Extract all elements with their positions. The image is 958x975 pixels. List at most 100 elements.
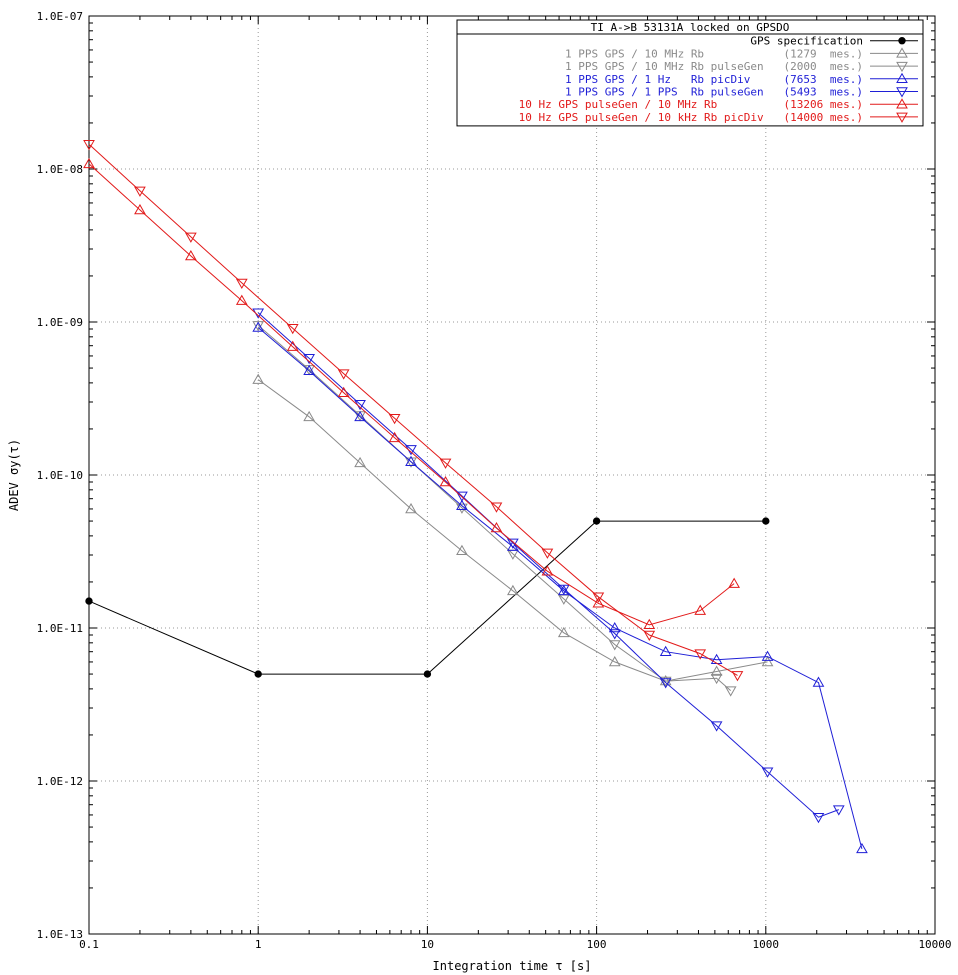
data-point xyxy=(507,540,519,551)
x-tick-label: 10 xyxy=(421,938,434,951)
data-point xyxy=(659,678,672,689)
y-axis-title: ADEV σy(τ) xyxy=(7,439,21,511)
data-point xyxy=(456,503,468,514)
data-point xyxy=(812,812,825,824)
series-line xyxy=(257,312,839,818)
x-tick-label: 1 xyxy=(255,938,262,951)
series-6 xyxy=(83,157,741,630)
data-point xyxy=(134,186,146,197)
legend-label: GPS specification xyxy=(750,35,863,48)
data-point xyxy=(592,597,605,608)
data-point xyxy=(608,621,621,633)
data-point xyxy=(439,475,452,487)
data-point xyxy=(761,650,774,661)
data-point xyxy=(608,655,621,667)
data-point xyxy=(337,386,350,397)
data-point xyxy=(557,584,570,595)
series-5 xyxy=(252,308,845,824)
legend-marker xyxy=(896,72,908,84)
x-axis-title: Integration time τ [s] xyxy=(433,959,592,973)
data-point xyxy=(252,321,265,332)
data-point xyxy=(286,340,299,351)
y-tick-label: 1.0E-13 xyxy=(37,928,83,941)
y-tick-label: 1.0E-12 xyxy=(37,775,83,788)
legend-label: 1 PPS GPS / 10 MHz Rb pulseGen (2000 mes… xyxy=(565,60,863,73)
data-point xyxy=(439,458,452,469)
chart-title: TI A->B 53131A locked on GPSDO xyxy=(591,21,790,34)
data-point xyxy=(710,721,723,732)
data-point xyxy=(354,456,366,468)
data-point xyxy=(185,249,197,261)
data-point xyxy=(286,324,299,335)
data-point xyxy=(456,544,468,555)
data-point xyxy=(541,565,554,576)
data-point xyxy=(592,592,605,603)
data-point xyxy=(83,140,95,151)
legend-label: 1 PPS GPS / 1 Hz Rb picDiv (7653 mes.) xyxy=(565,73,863,86)
data-point xyxy=(456,499,468,510)
data-point xyxy=(694,649,707,660)
axis-ticks: 0.1 1 10 100 1000 10000 1.0E-07 1.0E-08 1.0E-09 1… xyxy=(37,10,952,951)
data-point xyxy=(761,655,774,667)
data-point xyxy=(354,410,366,422)
data-point xyxy=(694,604,707,615)
x-tick-label: 100 xyxy=(587,938,607,951)
data-point xyxy=(185,232,197,243)
data-point xyxy=(303,410,315,422)
data-point xyxy=(761,767,774,778)
legend-marker xyxy=(898,37,906,45)
series-line xyxy=(257,379,768,682)
series-line xyxy=(257,325,732,691)
series-1 xyxy=(85,517,770,678)
data-point xyxy=(731,671,744,682)
x-tick-label: 1000 xyxy=(753,938,780,951)
legend-marker xyxy=(896,61,908,73)
data-point xyxy=(134,203,146,215)
data-point xyxy=(541,548,554,559)
data-point xyxy=(405,502,417,514)
y-tick-label: 1.0E-11 xyxy=(37,622,83,635)
data-point xyxy=(490,522,503,533)
legend-marker xyxy=(896,98,908,109)
y-tick-label: 1.0E-09 xyxy=(37,316,83,329)
data-point xyxy=(643,630,656,642)
data-point xyxy=(762,517,770,525)
data-point xyxy=(490,502,503,513)
series-line xyxy=(257,327,863,850)
data-point xyxy=(659,645,672,656)
legend-box xyxy=(456,19,924,127)
legend-marker xyxy=(896,47,908,58)
data-point xyxy=(388,431,401,443)
plot-frame xyxy=(88,15,936,935)
data-point xyxy=(608,629,621,640)
series-2 xyxy=(252,373,774,686)
data-point xyxy=(710,673,723,685)
data-point xyxy=(724,686,737,697)
data-point xyxy=(235,278,248,289)
data-point xyxy=(405,457,417,468)
data-point xyxy=(388,413,401,425)
grid-lines xyxy=(89,16,935,934)
data-point xyxy=(83,157,95,169)
data-point xyxy=(423,670,432,678)
data-point xyxy=(856,842,868,854)
data-point xyxy=(557,594,570,605)
data-point xyxy=(303,364,315,376)
data-point xyxy=(728,577,741,588)
legend-label: 10 Hz GPS pulseGen / 10 kHz Rb picDiv (1… xyxy=(519,111,863,124)
data-series xyxy=(83,140,868,854)
data-point xyxy=(85,597,93,605)
y-tick-label: 1.0E-10 xyxy=(37,469,83,482)
series-line xyxy=(88,143,738,676)
data-point xyxy=(254,670,262,678)
data-point xyxy=(252,373,265,384)
data-point xyxy=(592,517,601,525)
data-point xyxy=(832,805,845,816)
data-point xyxy=(235,294,248,305)
series-7 xyxy=(83,140,744,682)
data-point xyxy=(812,676,825,687)
data-point xyxy=(643,618,656,630)
legend-label: 1 PPS GPS / 1 PPS Rb pulseGen (5493 mes.… xyxy=(565,86,863,99)
